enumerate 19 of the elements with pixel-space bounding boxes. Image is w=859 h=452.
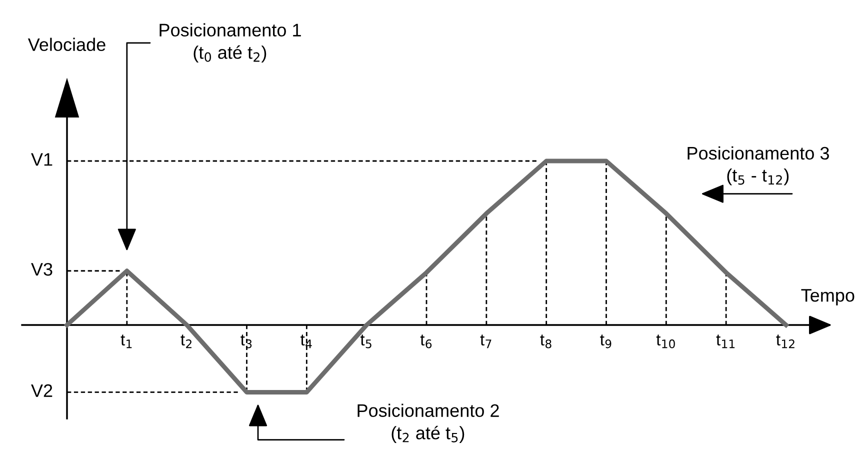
- x-tick-label: t$_{11}$: [716, 334, 735, 348]
- x-tick-label: t$_{6}$: [420, 334, 432, 348]
- x-axis-title: Tempo: [801, 289, 854, 306]
- annotation: Posicionamento 3 (t$_{5}$ - t$_{12}$): [688, 146, 829, 186]
- text: Posicionamento 2 (t$_{2}$ até t$_{5}$): [358, 404, 499, 443]
- x-tick-label: t$_{10}$: [656, 334, 675, 348]
- text: Posicionamento 1 (t$_{0}$ até t$_{2}$): [160, 23, 301, 62]
- text: Velociade: [28, 38, 106, 52]
- x-tick-label: t$_{1}$: [120, 334, 132, 348]
- x-tick-label: t$_{9}$: [600, 334, 612, 348]
- x-tick-label: t$_{12}$: [776, 334, 794, 348]
- x-tick-label: t$_{2}$: [180, 334, 192, 348]
- ref-line-label: V2: [31, 384, 52, 397]
- x-tick-label: t$_{4}$: [300, 334, 312, 348]
- ref-line-label: V1: [31, 153, 52, 166]
- x-tick-label: t$_{5}$: [360, 334, 372, 348]
- x-tick-label: t$_{8}$: [540, 334, 552, 348]
- ref-line-label: V3: [31, 262, 52, 276]
- x-tick-label: t$_{7}$: [480, 334, 492, 348]
